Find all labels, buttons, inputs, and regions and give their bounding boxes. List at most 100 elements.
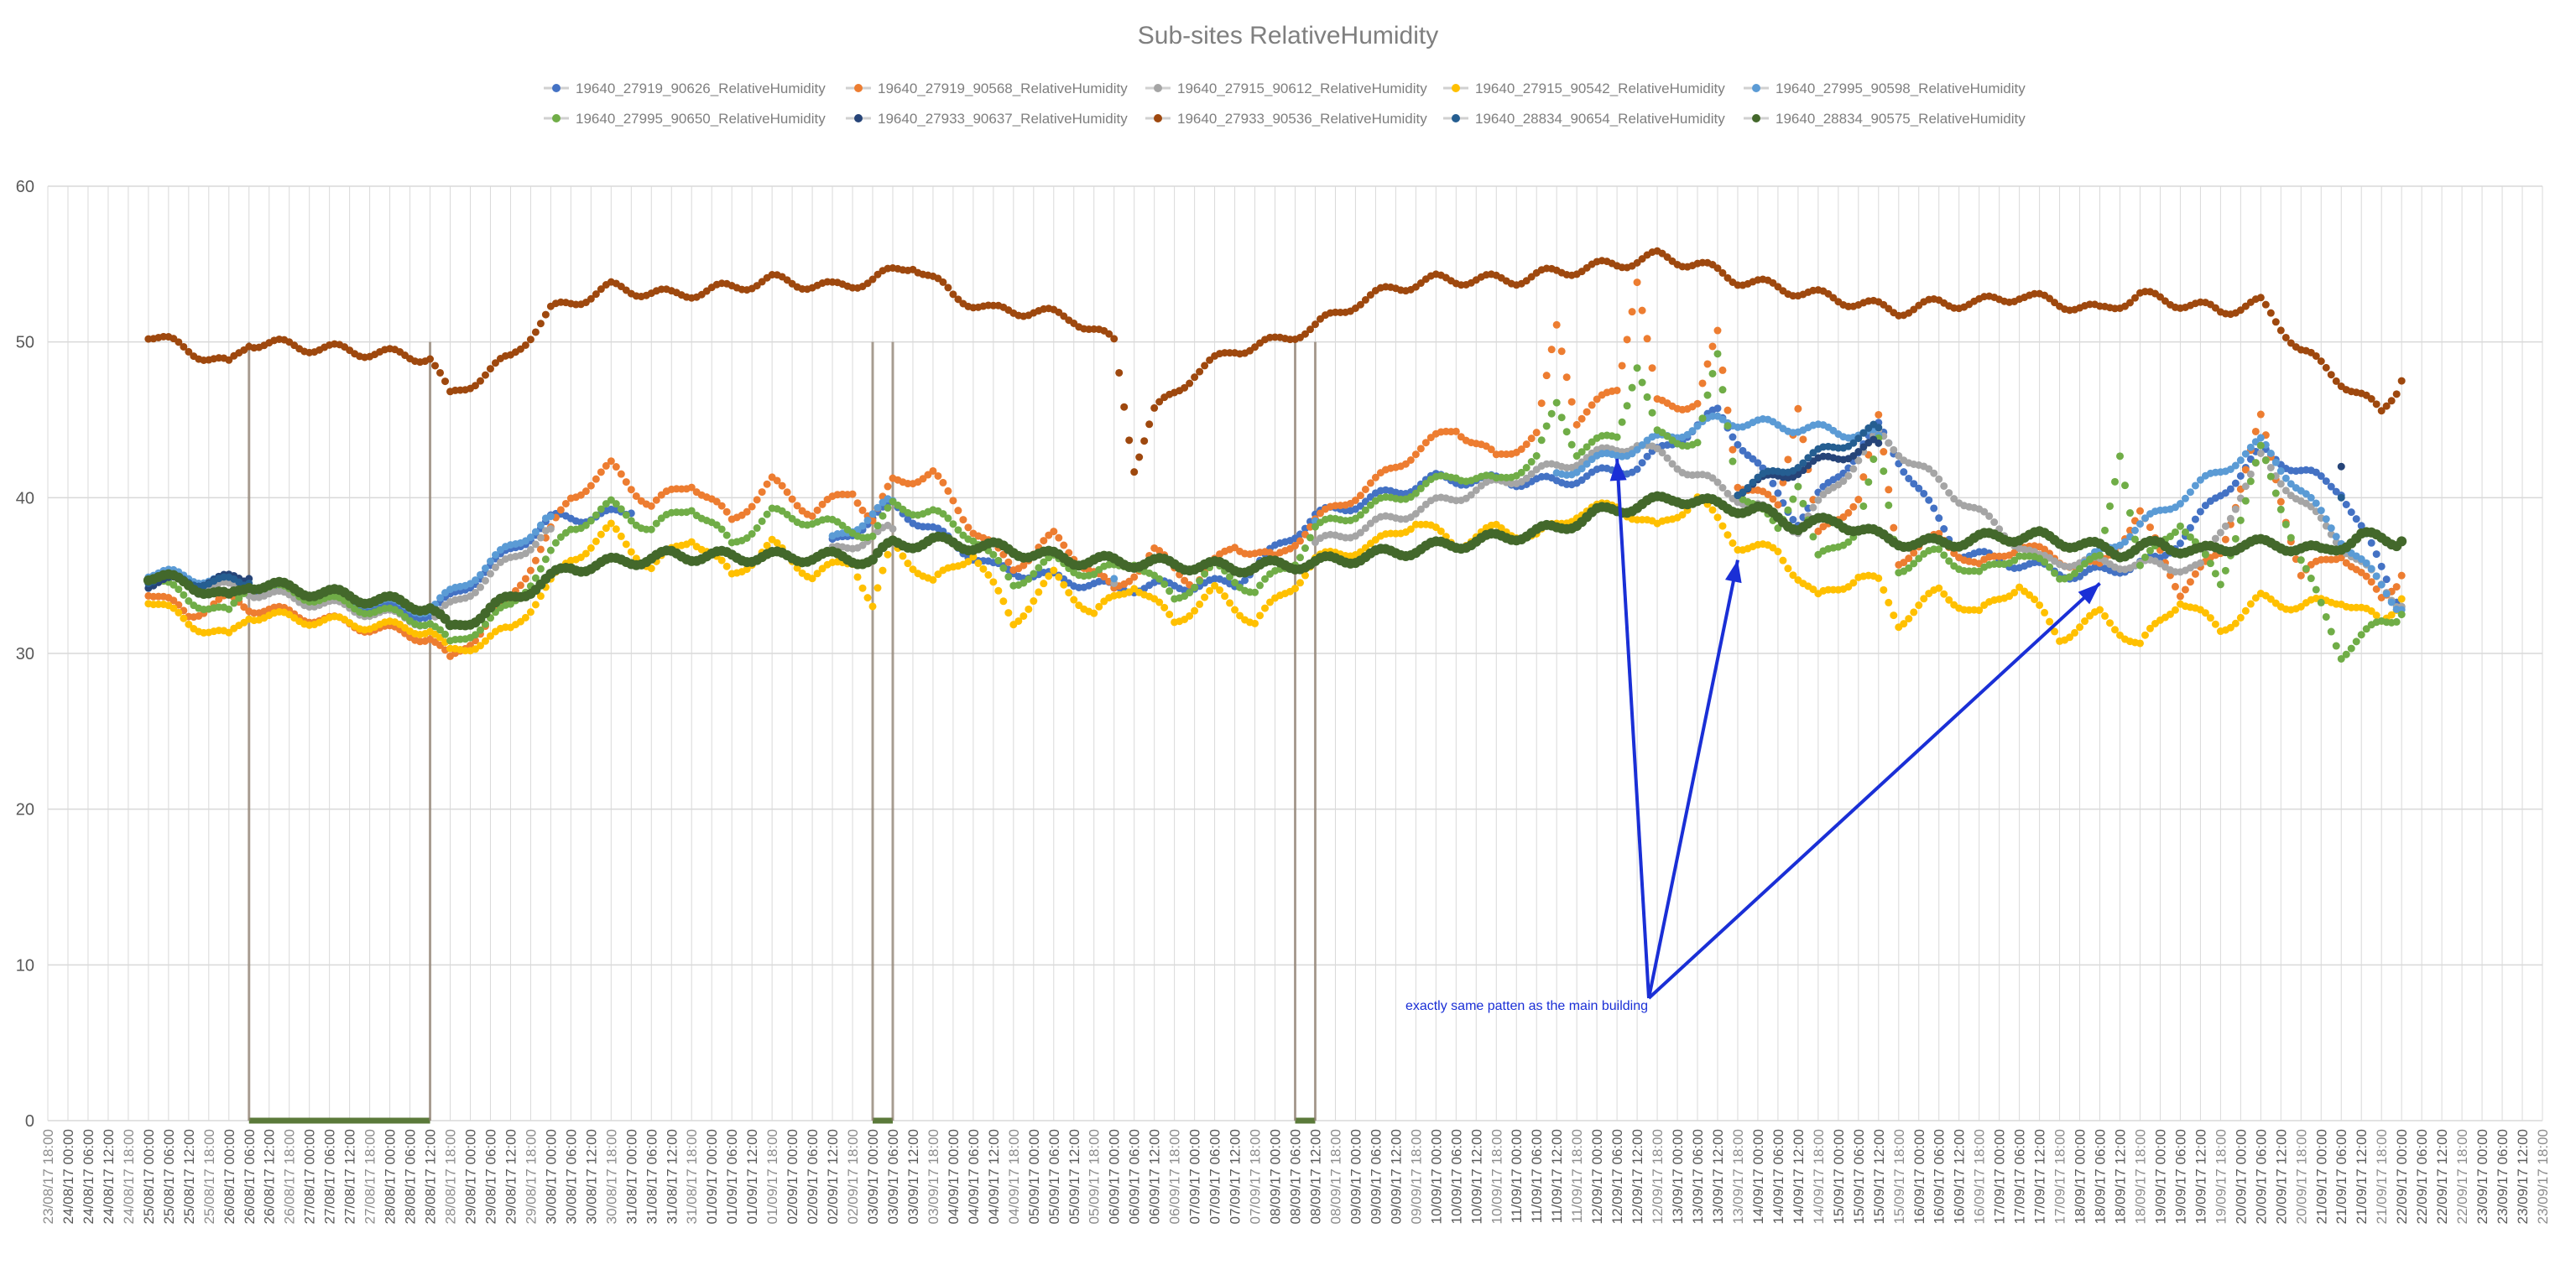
x-tick-label: 11/09/17 18:00 (1569, 1129, 1585, 1223)
data-point (1854, 496, 1863, 504)
data-point (1920, 489, 1928, 497)
x-tick-label: 26/08/17 12:00 (262, 1129, 278, 1224)
data-point (1900, 620, 1908, 628)
data-point (1406, 455, 1415, 464)
data-point (2387, 598, 2396, 606)
data-point (1678, 511, 1687, 519)
data-point (2081, 559, 2089, 568)
data-point (617, 532, 625, 540)
data-point (2186, 488, 2194, 497)
data-point (1713, 264, 1722, 273)
data-point (2357, 555, 2365, 564)
data-point (1875, 574, 1883, 582)
data-point (1411, 510, 1420, 518)
data-point (969, 553, 978, 561)
data-point (1552, 398, 1561, 407)
x-tick-label: 19/09/17 00:00 (2152, 1129, 2168, 1224)
data-point (652, 519, 660, 528)
legend-swatch-marker (1154, 84, 1162, 92)
x-tick-label: 04/09/17 18:00 (1006, 1129, 1022, 1224)
data-point (884, 550, 892, 559)
series-19640_27933_90536_RelativeHumidity (144, 247, 2406, 476)
x-tick-label: 09/09/17 18:00 (1408, 1129, 1424, 1224)
data-point (2141, 631, 2149, 639)
data-point (240, 603, 248, 611)
data-point (894, 501, 902, 509)
data-point (1216, 586, 1224, 595)
data-point (1130, 573, 1139, 581)
data-point (597, 505, 605, 513)
x-tick-label: 16/09/17 00:00 (1911, 1129, 1927, 1224)
data-point (1110, 335, 1119, 343)
data-point (1100, 573, 1108, 581)
data-point (471, 382, 479, 390)
data-point (1990, 518, 1999, 527)
data-point (848, 490, 857, 498)
data-point (471, 631, 479, 639)
data-point (1577, 414, 1586, 423)
data-point (934, 570, 942, 579)
x-tick-label: 07/09/17 12:00 (1228, 1129, 1244, 1224)
data-point (1035, 564, 1043, 572)
data-point (949, 520, 957, 528)
data-point (1351, 496, 1359, 504)
x-tick-label: 22/09/17 18:00 (2454, 1129, 2470, 1224)
data-point (1522, 474, 1530, 482)
data-point (1633, 278, 1641, 287)
data-point (939, 510, 947, 518)
x-tick-label: 03/09/17 12:00 (905, 1129, 921, 1224)
data-point (1547, 346, 1556, 354)
data-point (2397, 595, 2406, 603)
data-point (2347, 644, 2355, 653)
data-point (989, 550, 998, 559)
data-point (1095, 602, 1103, 611)
data-point (2302, 565, 2310, 573)
data-point (1784, 565, 1792, 573)
x-tick-label: 14/09/17 06:00 (1770, 1129, 1786, 1224)
data-point (2166, 533, 2174, 541)
data-point (521, 341, 529, 349)
x-tick-label: 01/09/17 18:00 (764, 1129, 780, 1224)
data-point (2322, 363, 2330, 372)
data-point (1527, 458, 1536, 466)
data-point (1296, 537, 1304, 545)
data-point (1201, 362, 1209, 370)
data-point (1371, 473, 1379, 481)
data-point (1945, 596, 1953, 604)
data-point (1421, 439, 1430, 447)
data-point (1698, 379, 1707, 388)
data-point (1890, 611, 1898, 620)
data-point (712, 521, 721, 529)
data-point (808, 512, 816, 520)
data-point (858, 522, 867, 530)
data-point (1316, 509, 1324, 518)
data-point (1844, 583, 1853, 591)
data-point (904, 559, 912, 568)
data-point (1115, 368, 1124, 377)
data-point (1196, 600, 1204, 608)
data-point (2171, 582, 2179, 591)
data-point (1231, 606, 1239, 614)
data-point (1799, 435, 1807, 444)
data-point (2241, 497, 2250, 505)
data-point (1774, 501, 1782, 509)
data-point (1125, 436, 1134, 445)
data-point (1693, 422, 1702, 430)
data-point (1130, 468, 1139, 476)
data-point (2101, 611, 2109, 620)
data-point (602, 461, 610, 470)
data-point (813, 506, 821, 514)
data-point (481, 637, 489, 645)
data-point (2211, 304, 2219, 312)
x-tick-label: 27/08/17 00:00 (302, 1129, 318, 1224)
data-point (1849, 465, 1858, 473)
data-point (1723, 406, 1732, 414)
data-point (2261, 456, 2270, 465)
data-point (2246, 470, 2255, 478)
data-point (1648, 408, 1656, 417)
data-point (1708, 506, 1717, 514)
data-point (853, 499, 862, 507)
data-point (1693, 439, 1702, 447)
data-point (1789, 571, 1797, 580)
